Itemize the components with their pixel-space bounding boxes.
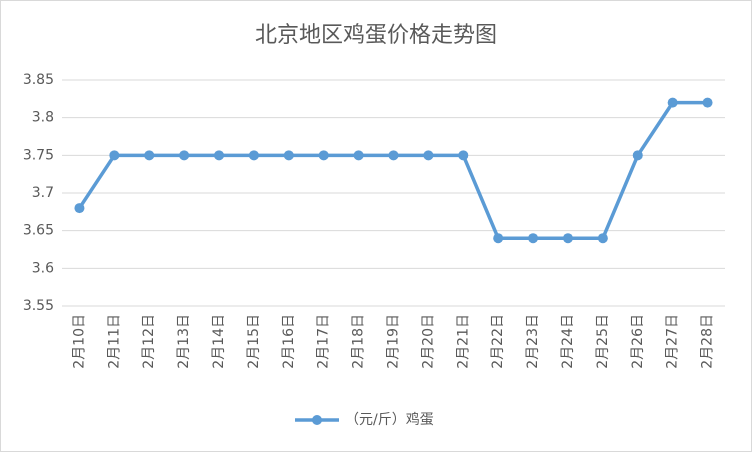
x-tick-label: 2月10日	[71, 314, 87, 369]
data-point	[562, 233, 573, 244]
data-point	[144, 150, 155, 161]
data-point	[353, 150, 364, 161]
data-point	[214, 150, 225, 161]
x-tick-label: 2月14日	[211, 314, 227, 369]
data-point	[109, 150, 120, 161]
data-point	[179, 150, 190, 161]
x-tick-label: 2月16日	[281, 314, 297, 369]
y-tick-label: 3.8	[32, 110, 54, 126]
x-tick-label: 2月22日	[490, 314, 506, 369]
data-point	[283, 150, 294, 161]
data-point	[74, 203, 85, 214]
x-tick-label: 2月17日	[316, 314, 332, 369]
x-tick-label: 2月19日	[386, 314, 402, 369]
data-point	[493, 233, 504, 244]
x-tick-label: 2月28日	[700, 314, 716, 369]
x-tick-label: 2月23日	[525, 314, 541, 369]
x-tick-label: 2月27日	[665, 314, 681, 369]
data-point	[318, 150, 329, 161]
x-tick-label: 2月11日	[106, 314, 122, 369]
x-tick-label: 2月25日	[595, 314, 611, 369]
data-point	[702, 97, 713, 108]
y-tick-label: 3.6	[32, 260, 54, 276]
x-tick-label: 2月12日	[141, 314, 157, 369]
data-point	[423, 150, 434, 161]
x-tick-label: 2月15日	[246, 314, 262, 369]
legend-marker	[312, 415, 322, 425]
x-tick-label: 2月24日	[560, 314, 576, 369]
data-point	[458, 150, 469, 161]
y-tick-label: 3.55	[23, 298, 54, 314]
y-tick-label: 3.75	[23, 147, 54, 163]
y-tick-label: 3.65	[23, 223, 54, 239]
y-tick-label: 3.85	[23, 72, 54, 88]
legend-label: （元/斤）鸡蛋	[345, 411, 434, 428]
data-point	[388, 150, 399, 161]
data-point	[597, 233, 608, 244]
x-tick-label: 2月13日	[176, 314, 192, 369]
x-tick-label: 2月21日	[455, 314, 471, 369]
y-tick-label: 3.7	[32, 185, 54, 201]
x-tick-label: 2月20日	[420, 314, 436, 369]
data-point	[667, 97, 678, 108]
data-point	[248, 150, 259, 161]
x-tick-label: 2月26日	[630, 314, 646, 369]
data-point	[632, 150, 643, 161]
chart-title: 北京地区鸡蛋价格走势图	[255, 23, 497, 48]
x-tick-label: 2月18日	[351, 314, 367, 369]
data-point	[528, 233, 539, 244]
